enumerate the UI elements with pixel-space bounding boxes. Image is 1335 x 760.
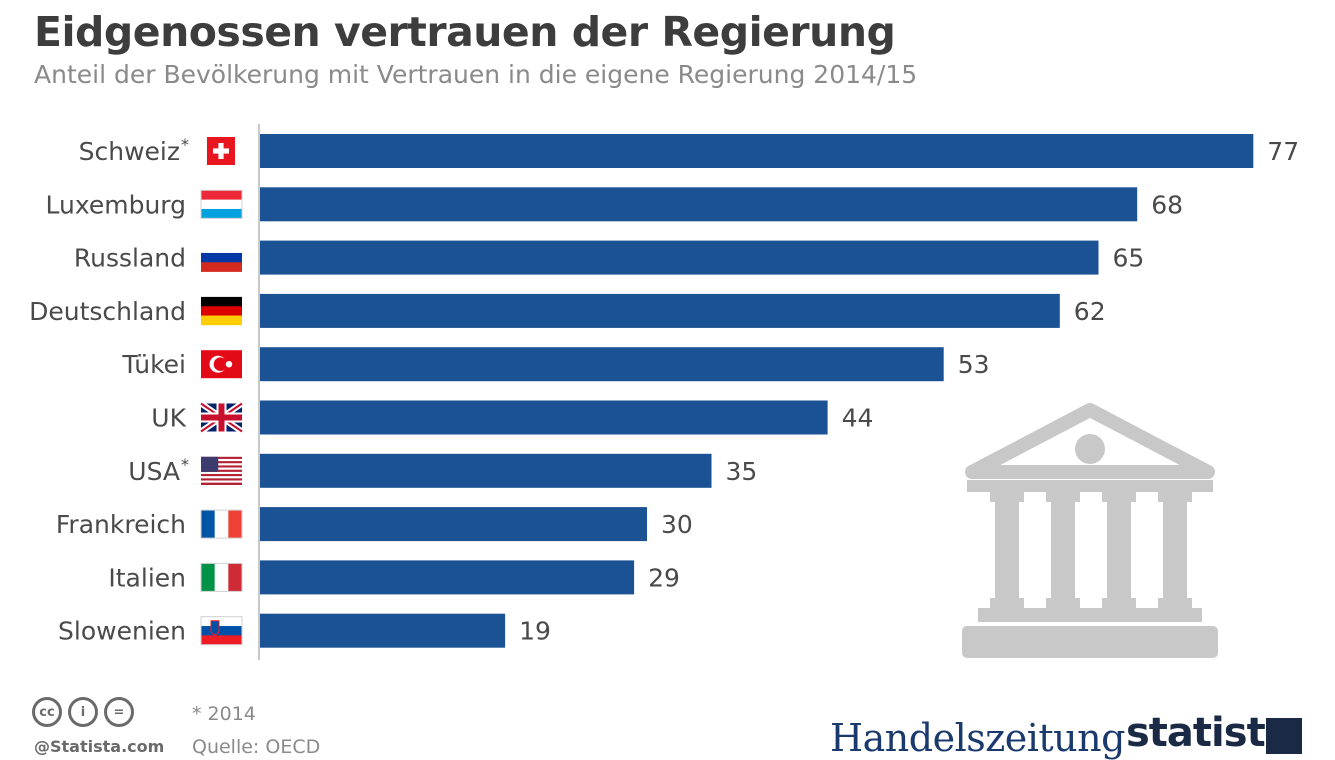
bar-row: Italien 29 xyxy=(108,560,680,595)
bar xyxy=(260,560,635,595)
flag-icon-fr xyxy=(200,509,243,539)
chart-title: Eidgenossen vertrauen der Regierung xyxy=(34,8,896,56)
bar xyxy=(260,400,828,435)
footnote-marker: * xyxy=(181,455,189,474)
government-building-icon xyxy=(962,403,1218,658)
value-label: 35 xyxy=(726,457,758,486)
flag-icon-tr xyxy=(201,350,242,379)
statista-credit[interactable]: @Statista.com xyxy=(34,737,165,756)
flag-icon-ch xyxy=(207,137,235,165)
bar-row: Frankreich 30 xyxy=(56,507,693,542)
category-label: Russland xyxy=(74,244,186,273)
flag-icon-uk xyxy=(199,401,244,434)
bar-row: Russland 65 xyxy=(74,240,1145,275)
value-label: 30 xyxy=(661,510,693,539)
chart-subtitle: Anteil der Bevölkerung mit Vertrauen in … xyxy=(34,60,918,89)
bar xyxy=(260,453,712,488)
bar xyxy=(260,507,647,542)
value-label: 77 xyxy=(1267,137,1299,166)
flag-icon-us xyxy=(201,456,242,485)
category-label: Frankreich xyxy=(56,510,186,539)
flag-icon-ru xyxy=(201,243,242,272)
value-label: 19 xyxy=(519,617,551,646)
category-label: Luxemburg xyxy=(45,190,186,219)
flag-icon-de xyxy=(201,296,242,326)
bar-row: Schweiz * 77 xyxy=(79,134,1299,168)
license-icons: cc i = xyxy=(32,697,134,727)
attribution-icon[interactable]: i xyxy=(68,697,98,727)
footnote-marker: * xyxy=(181,135,189,154)
category-label: UK xyxy=(151,404,186,433)
bar xyxy=(260,347,944,382)
footnote: * 2014 xyxy=(192,703,256,725)
source-note: Quelle: OECD xyxy=(192,736,321,758)
statista-mark-icon xyxy=(1266,718,1302,754)
value-label: 68 xyxy=(1151,190,1183,219)
value-label: 65 xyxy=(1113,244,1145,273)
value-label: 53 xyxy=(958,350,990,379)
bar-row: Deutschland 62 xyxy=(29,293,1106,328)
bar-row: Tükei 53 xyxy=(121,347,990,382)
bar-row: Luxemburg 68 xyxy=(45,187,1183,222)
value-label: 29 xyxy=(648,563,680,592)
bar xyxy=(260,240,1099,275)
category-label: Italien xyxy=(108,563,186,592)
category-label: USA xyxy=(128,457,180,486)
value-label: 44 xyxy=(842,404,874,433)
bar-row: USA * 35 xyxy=(128,453,758,488)
statista-logo[interactable]: statista xyxy=(1126,710,1292,756)
flag-icon-si xyxy=(200,616,243,646)
bar xyxy=(260,293,1060,328)
cc-icon[interactable]: cc xyxy=(32,697,62,727)
bar xyxy=(260,134,1254,168)
category-label: Slowenien xyxy=(58,617,186,646)
flag-icon-lu xyxy=(200,189,243,219)
bar xyxy=(260,187,1138,222)
bar-row: UK 44 xyxy=(151,400,874,435)
no-derivatives-icon[interactable]: = xyxy=(104,697,134,727)
flag-icon-it xyxy=(200,562,243,592)
bar-row: Slowenien 19 xyxy=(58,613,551,648)
handelszeitung-logo[interactable]: Handelszeitung xyxy=(830,716,1125,760)
category-label: Deutschland xyxy=(29,297,186,326)
category-label: Tükei xyxy=(121,350,186,379)
bar xyxy=(260,613,506,648)
category-label: Schweiz xyxy=(79,137,180,166)
value-label: 62 xyxy=(1074,297,1106,326)
